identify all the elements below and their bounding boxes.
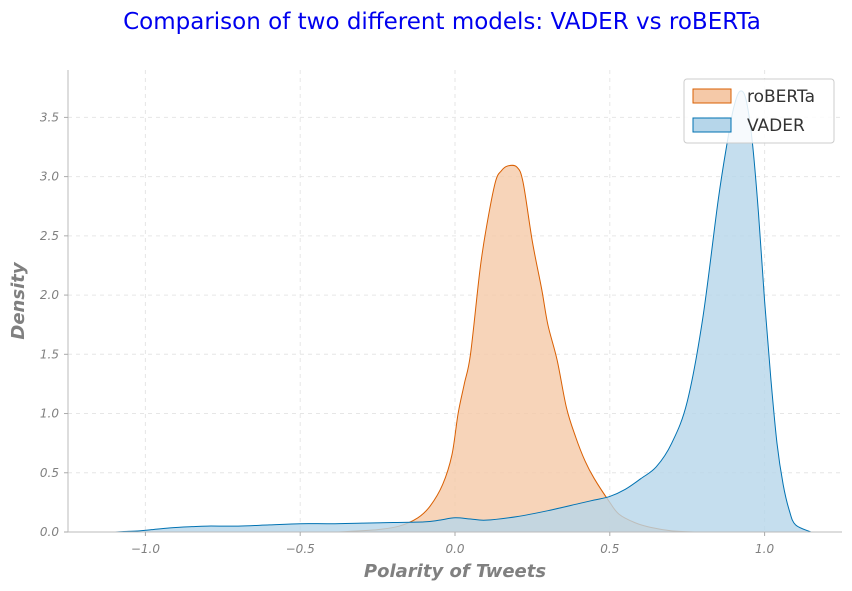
series-area-roberta <box>337 165 697 533</box>
x-tick-label: 0.5 <box>600 542 619 556</box>
y-tick-label: 1.5 <box>40 347 59 361</box>
y-tick-label: 2.5 <box>40 229 59 243</box>
x-tick-label: 1.0 <box>755 542 774 556</box>
legend-label-roberta: roBERTa <box>747 87 815 107</box>
x-tick-label: −1.0 <box>131 542 161 556</box>
x-tick-label: 0.0 <box>445 542 464 556</box>
legend-swatch-vader <box>692 117 732 133</box>
legend: roBERTa VADER <box>683 78 835 144</box>
series-layer <box>114 90 812 533</box>
y-tick-label: 0.5 <box>40 466 59 480</box>
x-tick-label: −0.5 <box>286 542 315 556</box>
y-tick-label: 2.0 <box>40 288 59 302</box>
legend-swatch-roberta <box>692 88 732 104</box>
y-tick-label: 1.0 <box>40 407 59 421</box>
y-axis-label: Density <box>8 261 29 339</box>
chart-title: Comparison of two different models: VADE… <box>123 9 761 35</box>
y-tick-label: 3.5 <box>40 110 59 124</box>
y-ticks: 0.0 0.5 1.0 1.5 2.0 2.5 3.0 3.5 <box>40 110 68 539</box>
y-tick-label: 3.0 <box>40 170 59 184</box>
y-tick-label: 0.0 <box>40 525 59 539</box>
series-line-vader <box>114 90 812 533</box>
x-axis-label: Polarity of Tweets <box>364 561 546 582</box>
legend-label-vader: VADER <box>747 116 805 136</box>
x-ticks: −1.0 −0.5 0.0 0.5 1.0 <box>131 532 775 556</box>
